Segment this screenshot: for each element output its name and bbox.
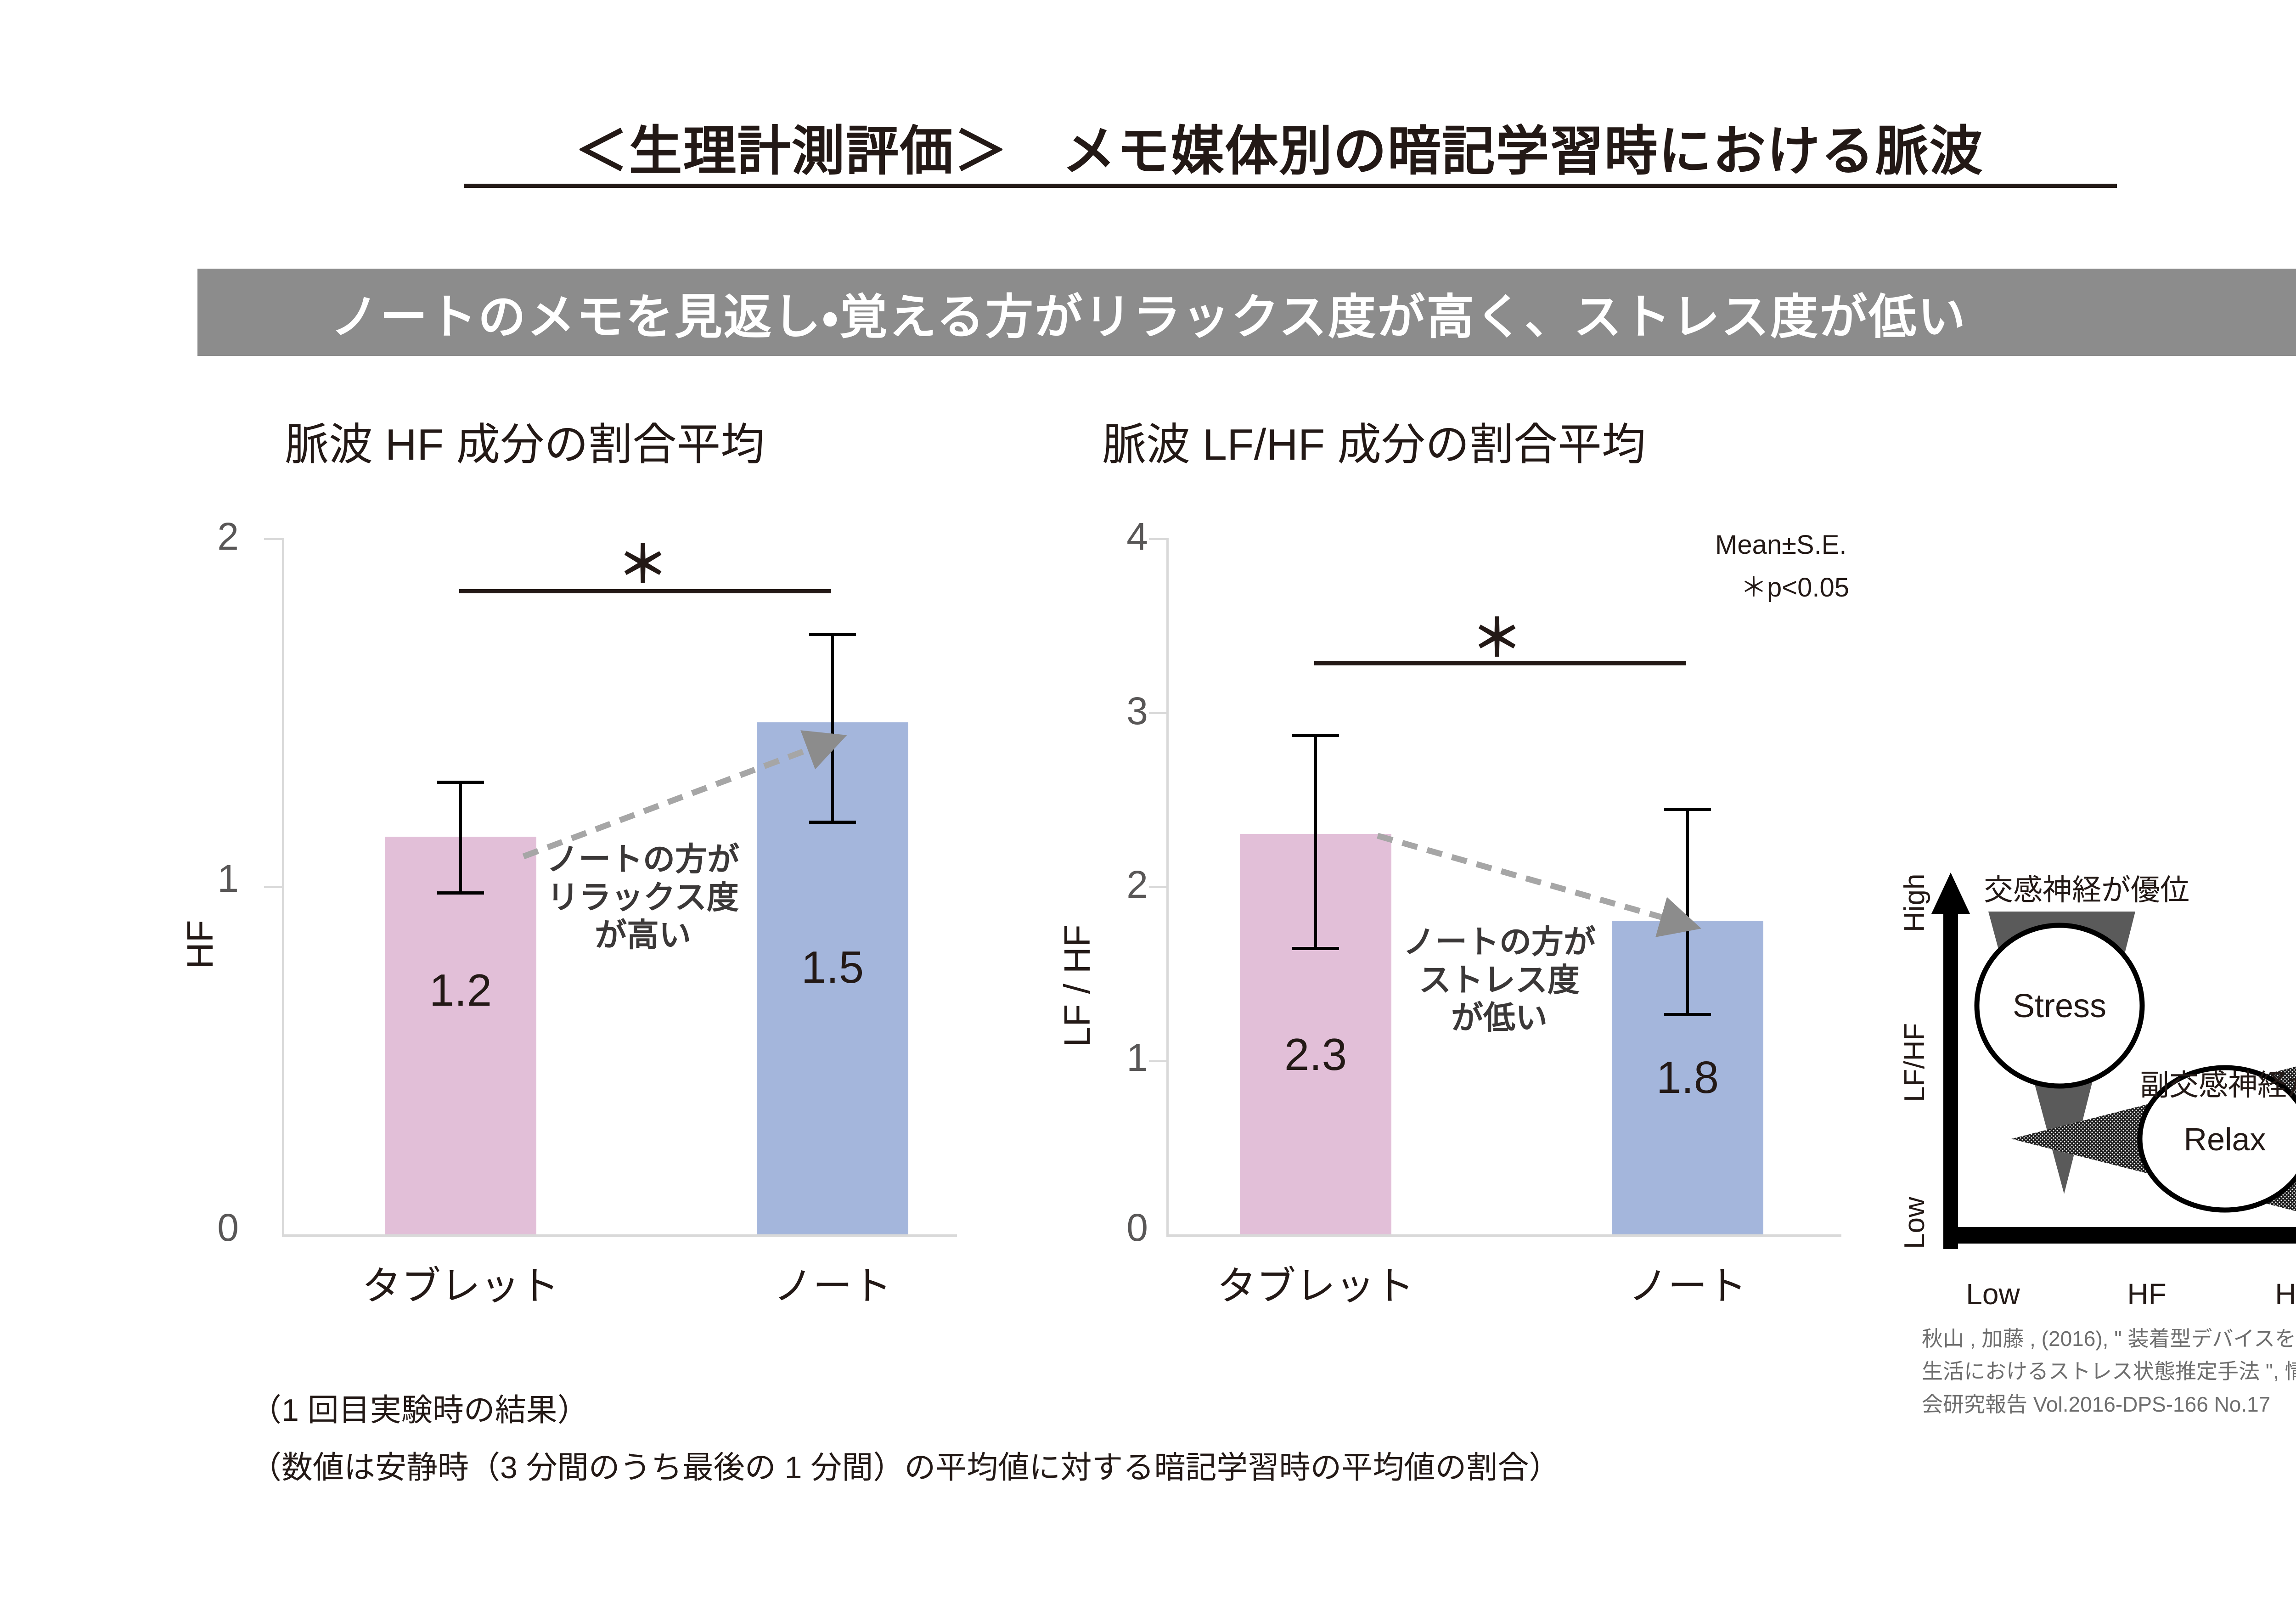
chart1-y-axis-line <box>282 538 284 1235</box>
chart2-category-tablet: タブレット <box>1217 1264 1414 1308</box>
chart1-error-stem-tablet <box>459 781 462 893</box>
chart1-significance-line <box>459 589 831 593</box>
chart1-value-note: 1.5 <box>801 942 864 992</box>
relax-note-label: 副交感神経が優位 <box>2140 1069 2296 1102</box>
chart1-error-cap-bottom-tablet <box>437 891 484 895</box>
relax-ellipse <box>2137 1065 2296 1213</box>
chart1-error-stem-note <box>831 633 834 822</box>
chart2-title: 脈波 LF/HF 成分の割合平均 <box>1102 420 1646 469</box>
chart2-ytick-1: 1 <box>1126 1036 1148 1079</box>
footnote-2: （数値は安静時（3 分間のうち最後の 1 分間）の平均値に対する暗記学習時の平均… <box>250 1450 1560 1485</box>
chart2-value-note: 1.8 <box>1656 1052 1719 1103</box>
chart2-error-cap-bottom-tablet <box>1292 947 1339 950</box>
chart2-error-cap-bottom-note <box>1664 1013 1711 1016</box>
chart1-title: 脈波 HF 成分の割合平均 <box>285 420 765 469</box>
chart2-error-stem-tablet <box>1314 734 1317 950</box>
chart1-ytick-0: 0 <box>217 1206 239 1249</box>
legend-p-value: ＊p<0.05 <box>1740 573 1850 602</box>
chart2-x-axis-line <box>1166 1234 1841 1237</box>
stress-label: Stress <box>2013 988 2106 1025</box>
relax-label: Relax <box>2184 1121 2266 1157</box>
chart2-y-axis-line <box>1166 538 1169 1235</box>
chart2-annotation: ノートの方が ストレス度 が低い <box>1403 924 1596 1036</box>
page-title: ＜生理計測評価＞ メモ媒体別の暗記学習時における脈波 <box>574 121 1984 181</box>
chart1-ytick-1: 1 <box>217 857 239 900</box>
chart1-tick-2 <box>264 538 282 540</box>
chart2-ytick-2: 2 <box>1126 863 1148 906</box>
chart1-error-cap-top-tablet <box>437 781 484 784</box>
stress-note-label: 交感神経が優位 <box>1984 873 2189 906</box>
chart2-significance-line <box>1314 661 1686 665</box>
chart2-trend-arrow <box>1377 833 1701 937</box>
diagram-y-axis-label: LF/HF <box>1899 1023 1930 1102</box>
diagram-axes <box>1931 873 2296 1249</box>
chart2-error-cap-top-tablet <box>1292 734 1339 737</box>
chart1-error-cap-top-note <box>809 633 856 636</box>
chart2-tick-2 <box>1149 886 1167 888</box>
diagram-y-low-label: Low <box>1899 1197 1930 1249</box>
diagram-y-high-label: High <box>1899 873 1930 932</box>
chart2-value-tablet: 2.3 <box>1284 1029 1347 1080</box>
reference-citation: 秋山 , 加藤 , (2016), " 装着型デバイスを用いた日常 生活における… <box>1922 1327 2296 1416</box>
stress-ellipse <box>1974 923 2145 1089</box>
chart1-bar-tablet <box>385 837 536 1234</box>
chart1-category-note: ノート <box>773 1264 892 1308</box>
chart2-ytick-3: 3 <box>1126 689 1148 732</box>
chart2-error-cap-top-note <box>1664 808 1711 811</box>
chart2-ytick-0: 0 <box>1126 1206 1148 1249</box>
chart2-category-note: ノート <box>1628 1264 1747 1308</box>
chart2-ytick-4: 4 <box>1126 515 1148 558</box>
key-message-text: ノートのメモを見返し・覚える方がリラックス度が高く、ストレス度が低い <box>331 290 1967 344</box>
chart1-tick-1 <box>264 886 282 888</box>
chart1-ytick-2: 2 <box>217 515 239 558</box>
chart1-error-cap-bottom-note <box>809 821 856 824</box>
chart1-annotation: ノートの方が リラックス度 が高い <box>546 841 739 953</box>
title-underline <box>464 184 2117 188</box>
chart1-significance-star: ＊ <box>618 537 668 593</box>
diagram-x-high-label: High <box>2275 1278 2296 1311</box>
chart1-category-tablet: タブレット <box>362 1264 559 1308</box>
chart1-trend-arrow <box>522 730 847 860</box>
chart2-significance-star: ＊ <box>1472 610 1522 667</box>
legend-mean-se: Mean±S.E. <box>1715 530 1847 560</box>
chart1-x-axis-line <box>282 1234 957 1237</box>
chart2-y-axis-label: LF / HF <box>1057 924 1097 1047</box>
diagram-x-low-label: Low <box>1966 1278 2020 1311</box>
chart2-tick-4 <box>1149 538 1167 540</box>
chart2-tick-3 <box>1149 712 1167 714</box>
chart2-tick-1 <box>1149 1060 1167 1062</box>
diagram-x-mid-label: HF <box>2127 1278 2166 1311</box>
stress-relax-reference-diagram: Stress Relax 交感神経が優位 副交感神経が優位 High LF/HF… <box>1899 873 2296 1311</box>
footnote-1: （1 回目実験時の結果） <box>250 1393 589 1428</box>
chart1-y-axis-label: HF <box>180 920 220 969</box>
key-message-banner: ノートのメモを見返し・覚える方がリラックス度が高く、ストレス度が低い <box>197 269 2296 356</box>
chart1-value-tablet: 1.2 <box>429 965 492 1015</box>
